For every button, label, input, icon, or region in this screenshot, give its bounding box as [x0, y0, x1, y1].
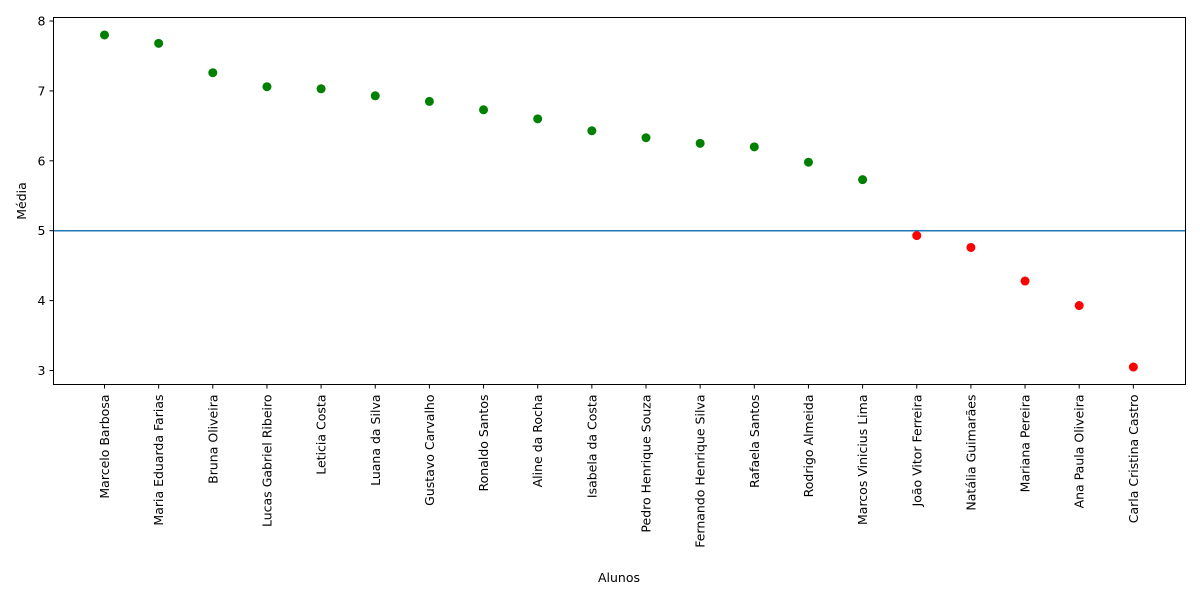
data-point — [912, 231, 922, 241]
data-point — [966, 242, 976, 252]
y-axis-label: Média — [14, 182, 29, 220]
x-tick-label: Marcelo Barbosa — [97, 395, 112, 499]
x-tick-label: Marcos Vinicius Lima — [855, 395, 870, 526]
data-point — [587, 126, 597, 136]
y-tick-label: 5 — [38, 223, 46, 238]
plot-frame — [53, 17, 1186, 385]
data-point — [749, 142, 759, 152]
x-tick-label: Rodrigo Almeida — [801, 395, 816, 498]
data-point — [533, 114, 543, 124]
x-tick-label: Maria Eduarda Farias — [151, 395, 166, 526]
y-tick-label: 4 — [38, 293, 46, 308]
data-point — [154, 38, 164, 48]
points-layer — [100, 30, 1138, 372]
y-tick-label: 7 — [38, 83, 46, 98]
x-ticks: Marcelo Barbosa Maria Eduarda Farias Bruna… — [97, 384, 1141, 548]
x-tick-label: Gustavo Carvalho — [422, 395, 437, 506]
x-tick-label: Mariana Pereira — [1018, 395, 1033, 493]
x-tick-label: Rafaela Santos — [747, 395, 762, 489]
data-point — [316, 84, 326, 94]
x-tick-label: Aline da Rocha — [530, 395, 545, 488]
x-tick-label: Lucas Gabriel Ribeiro — [259, 395, 274, 527]
data-point — [262, 82, 272, 92]
x-tick-label: Fernando Henrique Silva — [693, 395, 708, 548]
y-tick-label: 6 — [38, 153, 46, 168]
data-point — [370, 91, 380, 101]
x-tick-label: Leticia Costa — [314, 395, 329, 475]
data-point — [641, 133, 651, 143]
data-point — [479, 105, 489, 115]
data-point — [424, 96, 434, 106]
data-point — [803, 157, 813, 167]
y-tick-label: 8 — [38, 13, 46, 28]
data-point — [100, 30, 109, 40]
x-axis-label: Alunos — [598, 570, 640, 585]
x-tick-label: Isabela da Costa — [584, 395, 599, 499]
y-tick-label: 3 — [38, 363, 46, 378]
data-point — [695, 138, 705, 148]
x-tick-label: Pedro Henrique Souza — [639, 395, 654, 533]
data-point — [208, 68, 218, 78]
x-tick-label: Ana Paula Oliveira — [1072, 395, 1087, 509]
x-tick-label: Luana da Silva — [368, 395, 383, 486]
data-point — [1074, 301, 1084, 311]
data-point — [858, 175, 868, 185]
y-ticks: 3 4 5 6 7 8 — [38, 13, 54, 378]
x-tick-label: Ronaldo Santos — [476, 395, 491, 492]
x-tick-label: Bruna Oliveira — [205, 395, 220, 484]
data-point — [1128, 362, 1138, 372]
x-tick-label: Carla Cristina Castro — [1126, 395, 1141, 524]
data-point — [1020, 276, 1030, 286]
x-tick-label: João Vitor Ferreira — [909, 395, 924, 508]
x-tick-label: Natália Guimarães — [963, 395, 978, 511]
